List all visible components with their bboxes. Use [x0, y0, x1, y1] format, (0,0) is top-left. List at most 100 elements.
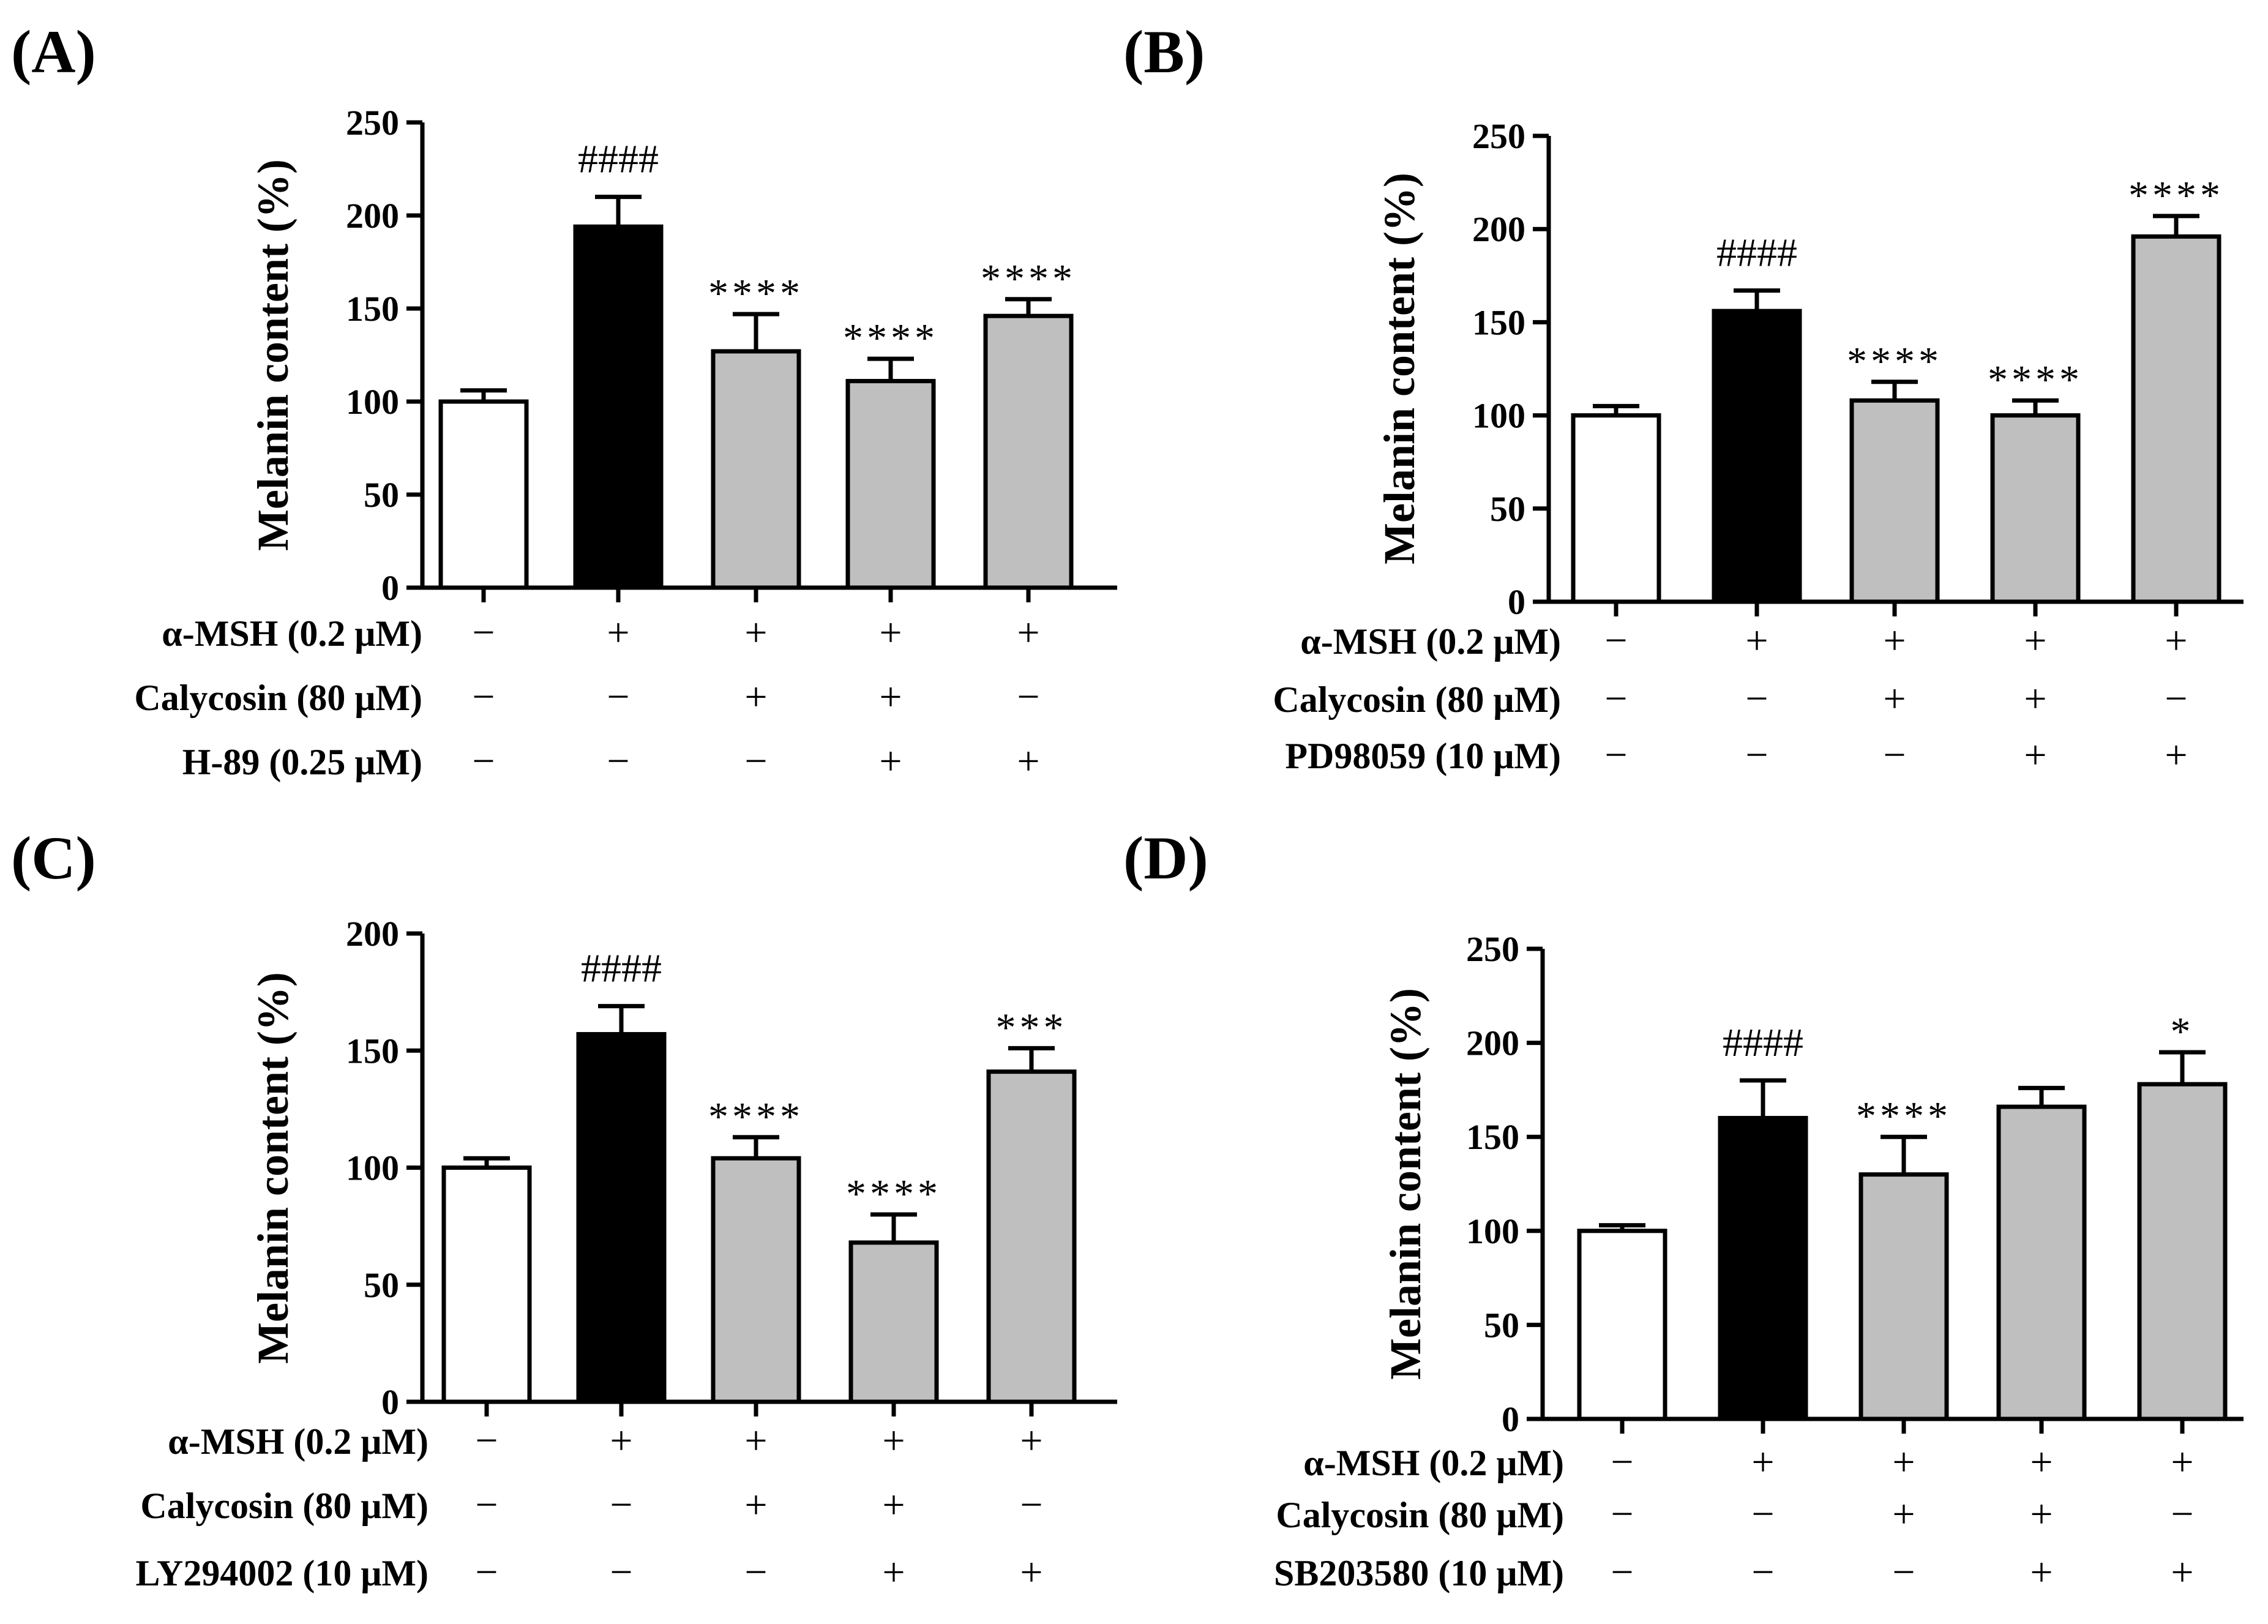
condition-label: Calycosin (80 μM): [140, 1486, 429, 1526]
minus-sign: −: [1892, 1550, 1915, 1595]
minus-sign: −: [2171, 1492, 2193, 1536]
minus-sign: −: [607, 739, 629, 784]
panel-label: (D): [1123, 824, 1208, 892]
bar: [713, 1158, 799, 1402]
minus-sign: −: [1020, 1483, 1042, 1527]
bar: [851, 1243, 937, 1402]
minus-sign: −: [472, 739, 495, 784]
minus-sign: −: [1883, 733, 1906, 777]
plus-sign: +: [1020, 1418, 1042, 1463]
minus-sign: −: [475, 1483, 498, 1527]
minus-sign: −: [1017, 675, 1039, 719]
y-tick-label: 250: [1472, 116, 1525, 156]
condition-label: α-MSH (0.2 μM): [1300, 621, 1561, 662]
bar: [1573, 416, 1659, 602]
bar: [2139, 1084, 2225, 1419]
condition-label: α-MSH (0.2 μM): [168, 1421, 429, 1462]
minus-sign: −: [2165, 676, 2187, 721]
plus-sign: +: [1892, 1492, 1915, 1536]
significance-hash: ####: [581, 946, 662, 991]
plus-sign: +: [610, 1418, 632, 1463]
significance-hash: ####: [1716, 231, 1797, 275]
bar: [441, 402, 526, 588]
minus-sign: −: [472, 610, 495, 655]
minus-sign: −: [1604, 676, 1627, 721]
significance-stars: ****: [2128, 173, 2224, 218]
bar: [444, 1168, 530, 1402]
significance-hash: ####: [1723, 1020, 1803, 1065]
minus-sign: −: [1745, 733, 1768, 777]
plus-sign: +: [2030, 1550, 2053, 1595]
plus-sign: +: [882, 1483, 905, 1527]
minus-sign: −: [472, 675, 495, 719]
significance-stars: ****: [1988, 357, 2083, 402]
condition-label: α-MSH (0.2 μM): [162, 613, 422, 654]
y-axis-title: Melanin content (%): [1375, 173, 1424, 564]
y-tick-label: 150: [346, 1031, 399, 1071]
minus-sign: −: [1604, 733, 1627, 777]
bar: [1993, 416, 2078, 602]
plus-sign: +: [1883, 676, 1906, 721]
significance-stars: *: [2171, 1009, 2195, 1054]
y-tick-label: 0: [1502, 1399, 1519, 1439]
plus-sign: +: [882, 1418, 905, 1463]
panel-b: (B) Melanin content (%) 0 50 100 150 200 250 ###…: [1123, 18, 2244, 777]
minus-sign: −: [610, 1550, 632, 1595]
minus-sign: −: [475, 1418, 498, 1463]
y-tick-label: 0: [381, 568, 399, 608]
bar: [989, 1072, 1074, 1402]
bar: [1720, 1118, 1806, 1419]
bar: [575, 226, 661, 588]
significance-stars: ****: [843, 316, 938, 361]
minus-sign: −: [607, 675, 629, 719]
panel-c: (C) Melanin content (%) 0 50 100 150 200 #### **…: [11, 824, 1117, 1595]
plus-sign: +: [882, 1550, 905, 1595]
minus-sign: −: [1611, 1492, 1633, 1536]
plus-sign: +: [1751, 1440, 1774, 1484]
condition-label: α-MSH (0.2 μM): [1303, 1443, 1564, 1483]
condition-label: Calycosin (80 μM): [1276, 1495, 1564, 1535]
y-tick-label: 50: [364, 1265, 399, 1305]
condition-label: PD98059 (10 μM): [1285, 736, 1561, 776]
bar: [578, 1034, 664, 1402]
minus-sign: −: [610, 1483, 632, 1527]
plus-sign: +: [2024, 676, 2046, 721]
significance-stars: ****: [708, 271, 804, 316]
bar: [2133, 236, 2219, 602]
y-tick-label: 250: [346, 103, 399, 143]
bar: [1579, 1231, 1665, 1419]
y-axis-title: Melanin content (%): [1381, 988, 1430, 1380]
significance-stars: ****: [1847, 339, 1942, 384]
plus-sign: +: [2030, 1492, 2053, 1536]
plus-sign: +: [2165, 733, 2187, 777]
minus-sign: −: [1604, 618, 1627, 663]
plus-sign: +: [744, 1483, 767, 1527]
significance-hash: ####: [578, 137, 659, 182]
condition-label: Calycosin (80 μM): [134, 678, 422, 718]
panel-label: (A): [11, 18, 96, 86]
condition-label: SB203580 (10 μM): [1274, 1553, 1564, 1593]
y-tick-label: 100: [1472, 396, 1525, 436]
y-tick-label: 50: [364, 475, 399, 515]
minus-sign: −: [1611, 1550, 1633, 1595]
bar: [1861, 1175, 1947, 1419]
y-tick-label: 100: [346, 382, 399, 422]
minus-sign: −: [475, 1550, 498, 1595]
plus-sign: +: [2024, 618, 2046, 663]
bar: [713, 351, 799, 588]
panel-label: (C): [11, 824, 96, 892]
panel-a: (A) Melanin content (%) 0 50 100 150 200 250 ###…: [11, 18, 1117, 784]
y-tick-label: 50: [1490, 489, 1525, 529]
plus-sign: +: [744, 1418, 767, 1463]
plus-sign: +: [879, 675, 902, 719]
significance-stars: ****: [846, 1172, 941, 1216]
plus-sign: +: [879, 610, 902, 655]
plus-sign: +: [879, 739, 902, 784]
y-axis-title: Melanin content (%): [249, 972, 298, 1364]
plus-sign: +: [744, 610, 767, 655]
bar: [1999, 1107, 2084, 1419]
bar: [986, 316, 1071, 588]
minus-sign: −: [1745, 676, 1768, 721]
plus-sign: +: [1020, 1550, 1042, 1595]
y-tick-label: 200: [346, 914, 399, 954]
